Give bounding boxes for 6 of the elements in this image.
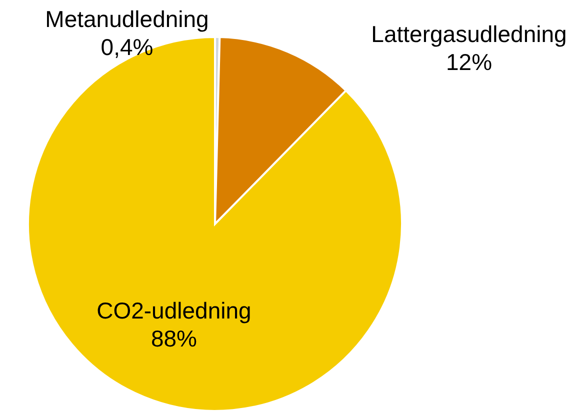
data-label: 88% [150,325,197,352]
slice-label: CO2-udledning [96,297,252,324]
slice-label: Lattergasudledning [371,21,567,47]
data-label: 0,4% [100,34,154,60]
slice-label: Metanudledning [45,6,209,32]
data-label: 12% [446,49,492,75]
